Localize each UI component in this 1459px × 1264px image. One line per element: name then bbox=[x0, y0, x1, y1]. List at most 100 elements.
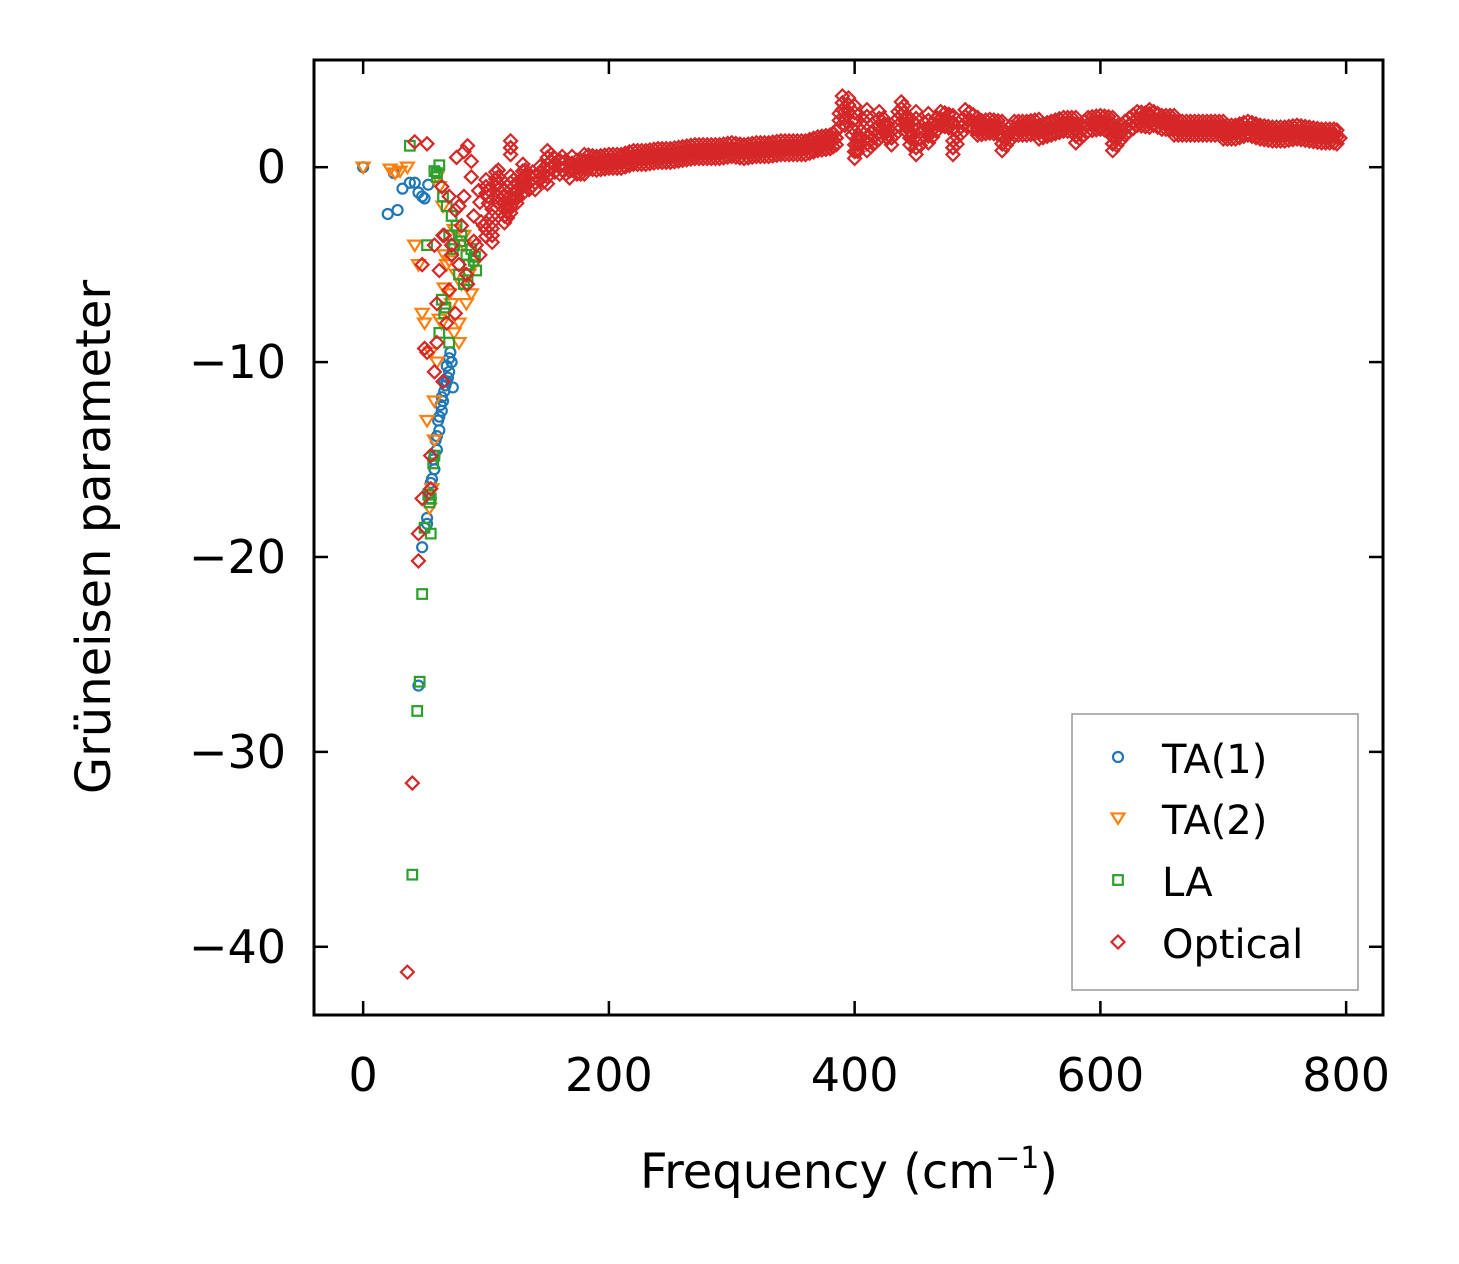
data-point bbox=[354, 161, 372, 176]
data-point bbox=[403, 176, 416, 189]
data-point bbox=[879, 123, 896, 140]
data-point bbox=[908, 117, 925, 134]
series-la bbox=[403, 139, 483, 881]
data-point bbox=[443, 297, 461, 312]
data-point bbox=[411, 705, 424, 717]
data-point bbox=[455, 188, 472, 205]
data-point bbox=[421, 239, 433, 252]
series-ta-2- bbox=[354, 161, 483, 517]
data-point bbox=[527, 181, 544, 198]
data-point bbox=[1145, 117, 1162, 134]
data-point bbox=[998, 137, 1015, 154]
legend-marker bbox=[1111, 750, 1125, 764]
data-point bbox=[430, 171, 443, 183]
data-point bbox=[948, 129, 966, 146]
x-axis-label-superscript: −1 bbox=[995, 1141, 1039, 1176]
data-point bbox=[953, 125, 970, 142]
y-tick-label: −40 bbox=[189, 920, 286, 974]
data-point bbox=[418, 192, 431, 205]
data-point bbox=[1116, 126, 1134, 144]
data-point bbox=[828, 136, 845, 153]
data-point bbox=[502, 146, 519, 163]
data-point bbox=[391, 203, 404, 217]
data-point bbox=[465, 207, 482, 224]
data-point bbox=[450, 336, 468, 351]
data-point bbox=[532, 171, 549, 188]
data-point bbox=[404, 775, 421, 792]
data-point bbox=[920, 134, 937, 151]
data-point bbox=[418, 414, 436, 429]
data-point bbox=[875, 116, 892, 134]
data-point bbox=[871, 110, 888, 127]
legend-marker bbox=[1109, 812, 1127, 826]
data-point bbox=[463, 153, 480, 170]
data-point bbox=[502, 204, 519, 222]
data-point bbox=[1223, 124, 1240, 141]
data-point bbox=[450, 317, 468, 332]
data-point bbox=[428, 449, 441, 462]
data-point bbox=[428, 295, 445, 312]
data-point bbox=[895, 111, 912, 128]
legend-entry-ta1: TA(1) bbox=[1111, 737, 1267, 783]
data-point bbox=[490, 168, 507, 185]
data-point bbox=[436, 227, 453, 244]
data-point bbox=[428, 334, 445, 351]
data-point bbox=[428, 356, 446, 371]
legend-marker-la bbox=[1112, 874, 1124, 886]
data-point bbox=[994, 142, 1011, 159]
data-point bbox=[413, 307, 431, 322]
legend-entry-optical: Optical bbox=[1109, 922, 1303, 968]
data-point bbox=[399, 964, 416, 981]
data-point bbox=[883, 136, 900, 153]
data-point bbox=[410, 525, 427, 542]
data-point bbox=[443, 237, 460, 254]
data-point bbox=[465, 233, 482, 250]
series-optical-band bbox=[477, 88, 1345, 251]
data-point bbox=[793, 146, 810, 163]
data-point bbox=[924, 128, 941, 146]
data-point bbox=[447, 305, 464, 322]
data-point bbox=[828, 129, 845, 147]
data-point bbox=[425, 434, 443, 448]
data-point bbox=[609, 153, 626, 170]
data-point bbox=[1137, 118, 1154, 135]
data-point bbox=[1141, 115, 1158, 132]
data-point bbox=[1325, 127, 1342, 145]
data-point bbox=[1125, 120, 1142, 137]
data-point bbox=[446, 381, 459, 394]
y-axis-label: Grüneisen parameter bbox=[66, 280, 122, 795]
data-marks bbox=[354, 88, 1349, 981]
data-point bbox=[496, 214, 513, 231]
data-point bbox=[406, 868, 419, 881]
data-point bbox=[406, 133, 423, 150]
data-point bbox=[435, 282, 453, 296]
data-point bbox=[445, 327, 463, 341]
legend-marker bbox=[1112, 874, 1124, 886]
x-tick-label: 0 bbox=[349, 1048, 378, 1102]
data-point bbox=[1108, 137, 1125, 154]
plot-frame bbox=[312, 58, 1385, 1017]
data-point bbox=[609, 160, 626, 177]
data-point bbox=[484, 234, 501, 251]
y-tick-label: −30 bbox=[189, 725, 286, 779]
data-point bbox=[862, 138, 880, 155]
data-point bbox=[424, 476, 437, 490]
data-point bbox=[836, 117, 853, 134]
data-point bbox=[422, 447, 439, 464]
data-point bbox=[908, 110, 925, 127]
data-point bbox=[450, 198, 468, 215]
data-point bbox=[418, 344, 436, 361]
data-point bbox=[883, 129, 900, 147]
data-point bbox=[381, 207, 394, 221]
data-point bbox=[1112, 125, 1129, 142]
data-point bbox=[416, 190, 429, 203]
x-tick-label: 200 bbox=[565, 1048, 653, 1102]
data-point bbox=[1067, 134, 1084, 151]
y-tick-label: −20 bbox=[189, 530, 286, 584]
data-point bbox=[940, 119, 957, 136]
data-point bbox=[886, 126, 903, 144]
data-point bbox=[426, 237, 443, 254]
data-point bbox=[433, 178, 450, 195]
data-point bbox=[844, 120, 861, 137]
